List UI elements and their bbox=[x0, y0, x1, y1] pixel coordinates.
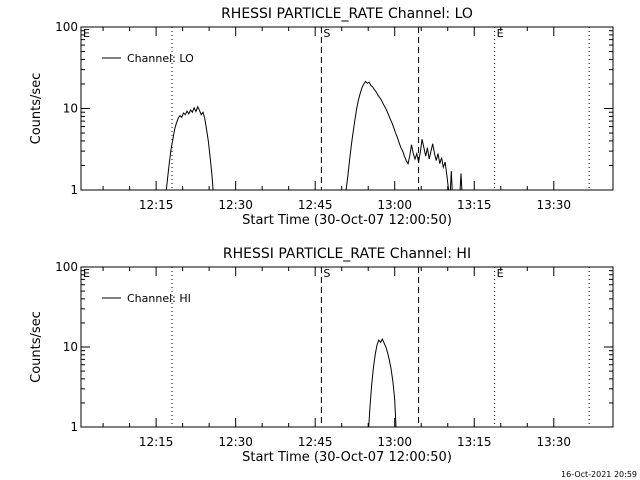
marker-label-e: E bbox=[83, 267, 90, 280]
marker-label-e: E bbox=[83, 27, 90, 40]
y-tick-label: 1 bbox=[70, 420, 78, 434]
plot-timestamp: 16-Oct-2021 20:59 bbox=[561, 470, 637, 479]
legend-label: Channel: HI bbox=[127, 292, 191, 305]
x-tick-label: 13:15 bbox=[457, 198, 492, 212]
series-segment bbox=[449, 171, 453, 191]
x-axis-ticks: 12:15 12:30 12:45 13:00 13:15 13:30 bbox=[102, 267, 571, 449]
series-segment bbox=[368, 337, 397, 428]
x-tick-label: 12:15 bbox=[139, 435, 174, 449]
panel-lo: RHESSI PARTICLE_RATE Channel: LO 1 10 100 12… bbox=[29, 6, 614, 228]
x-tick-label: 12:15 bbox=[139, 198, 174, 212]
x-tick-label: 12:45 bbox=[298, 198, 333, 212]
y-tick-label: 1 bbox=[70, 183, 78, 197]
x-tick-label: 13:30 bbox=[536, 435, 571, 449]
plot-frame bbox=[80, 266, 614, 428]
series-line-hi bbox=[368, 337, 397, 428]
panel-hi: RHESSI PARTICLE_RATE Channel: HI 1 10 100 12… bbox=[29, 246, 614, 465]
chart-title: RHESSI PARTICLE_RATE Channel: LO bbox=[221, 6, 473, 22]
marker-label-e: E bbox=[497, 267, 504, 280]
marker-label-e: E bbox=[497, 27, 504, 40]
y-tick-label: 10 bbox=[63, 340, 78, 354]
legend-label: Channel: LO bbox=[127, 52, 194, 65]
x-axis-label: Start Time (30-Oct-07 12:00:50) bbox=[242, 450, 452, 465]
y-axis-ticks: 1 10 100 bbox=[55, 260, 613, 434]
x-tick-label: 12:30 bbox=[218, 198, 253, 212]
y-tick-label: 10 bbox=[63, 102, 78, 116]
series-line-lo bbox=[165, 80, 463, 191]
marker-label-s: S bbox=[323, 267, 330, 280]
y-axis-label: Counts/sec bbox=[29, 311, 44, 383]
series-segment bbox=[165, 105, 214, 191]
y-axis-ticks: 1 10 100 bbox=[55, 20, 613, 197]
x-axis-label: Start Time (30-Oct-07 12:00:50) bbox=[242, 213, 452, 228]
x-tick-label: 13:30 bbox=[536, 198, 571, 212]
x-tick-label: 13:00 bbox=[377, 435, 412, 449]
x-tick-label: 13:00 bbox=[377, 198, 412, 212]
y-tick-label: 100 bbox=[55, 260, 78, 274]
series-segment bbox=[459, 173, 463, 191]
x-axis-ticks: 12:15 12:30 12:45 13:00 13:15 13:30 bbox=[102, 27, 571, 212]
marker-label-s: S bbox=[323, 27, 330, 40]
x-tick-label: 12:45 bbox=[298, 435, 333, 449]
y-axis-label: Counts/sec bbox=[29, 73, 44, 145]
chart-title: RHESSI PARTICLE_RATE Channel: HI bbox=[223, 246, 471, 262]
x-tick-label: 13:15 bbox=[457, 435, 492, 449]
x-tick-label: 12:30 bbox=[218, 435, 253, 449]
y-tick-label: 100 bbox=[55, 20, 78, 34]
series-segment bbox=[345, 80, 450, 191]
